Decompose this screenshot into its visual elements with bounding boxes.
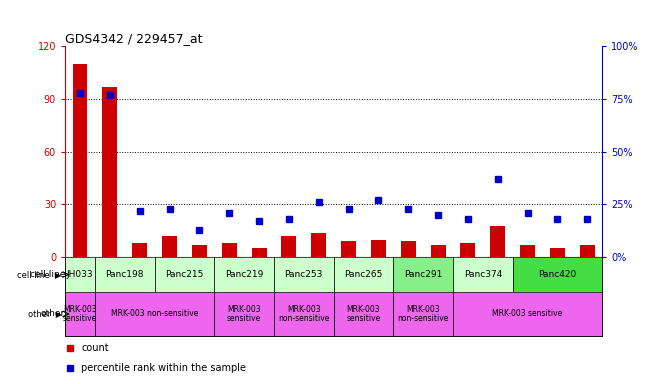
Bar [102, 86, 117, 257]
Bar [513, 257, 602, 292]
Text: other: other [41, 310, 65, 318]
Bar [251, 248, 266, 257]
Text: Panc374: Panc374 [464, 270, 502, 279]
Bar [222, 243, 237, 257]
Text: percentile rank within the sample: percentile rank within the sample [81, 363, 246, 373]
Bar [65, 257, 95, 292]
Text: Panc198: Panc198 [105, 270, 144, 279]
Bar [550, 248, 565, 257]
Bar [460, 243, 475, 257]
Text: Panc420: Panc420 [538, 270, 577, 279]
Text: MRK-003 sensitive: MRK-003 sensitive [492, 310, 562, 318]
Text: Panc265: Panc265 [344, 270, 383, 279]
Text: MRK-003
sensitive: MRK-003 sensitive [346, 305, 381, 323]
Bar [393, 257, 453, 292]
Bar [430, 245, 445, 257]
Bar [401, 242, 416, 257]
Text: count: count [81, 343, 109, 353]
Bar [453, 292, 602, 336]
Text: JH033: JH033 [66, 270, 93, 279]
Bar [274, 257, 334, 292]
Bar [132, 243, 147, 257]
Text: Panc219: Panc219 [225, 270, 263, 279]
Bar [341, 242, 356, 257]
Bar [162, 236, 177, 257]
Text: MRK-003
sensitive: MRK-003 sensitive [227, 305, 261, 323]
Bar [95, 257, 155, 292]
Text: MRK-003
sensitive: MRK-003 sensitive [63, 305, 97, 323]
Bar [281, 236, 296, 257]
Text: MRK-003 non-sensitive: MRK-003 non-sensitive [111, 310, 199, 318]
Bar [95, 292, 214, 336]
Bar [393, 292, 453, 336]
Text: Panc291: Panc291 [404, 270, 442, 279]
Text: other  ▶: other ▶ [27, 310, 62, 318]
Bar [214, 292, 274, 336]
Bar [520, 245, 535, 257]
Text: MRK-003
non-sensitive: MRK-003 non-sensitive [398, 305, 449, 323]
Text: cell line  ▶: cell line ▶ [18, 270, 62, 279]
Bar [334, 257, 393, 292]
Text: Panc253: Panc253 [284, 270, 323, 279]
Bar [155, 257, 214, 292]
Bar [490, 226, 505, 257]
Bar [214, 257, 274, 292]
Bar [453, 257, 513, 292]
Bar [580, 245, 595, 257]
Text: MRK-003
non-sensitive: MRK-003 non-sensitive [278, 305, 329, 323]
Bar [334, 292, 393, 336]
Text: Panc215: Panc215 [165, 270, 204, 279]
Bar [274, 292, 334, 336]
Bar [72, 64, 87, 257]
Bar [192, 245, 207, 257]
Bar [65, 292, 95, 336]
Bar [371, 240, 386, 257]
Text: cell line: cell line [30, 270, 65, 279]
Text: GDS4342 / 229457_at: GDS4342 / 229457_at [65, 32, 202, 45]
Bar [311, 233, 326, 257]
